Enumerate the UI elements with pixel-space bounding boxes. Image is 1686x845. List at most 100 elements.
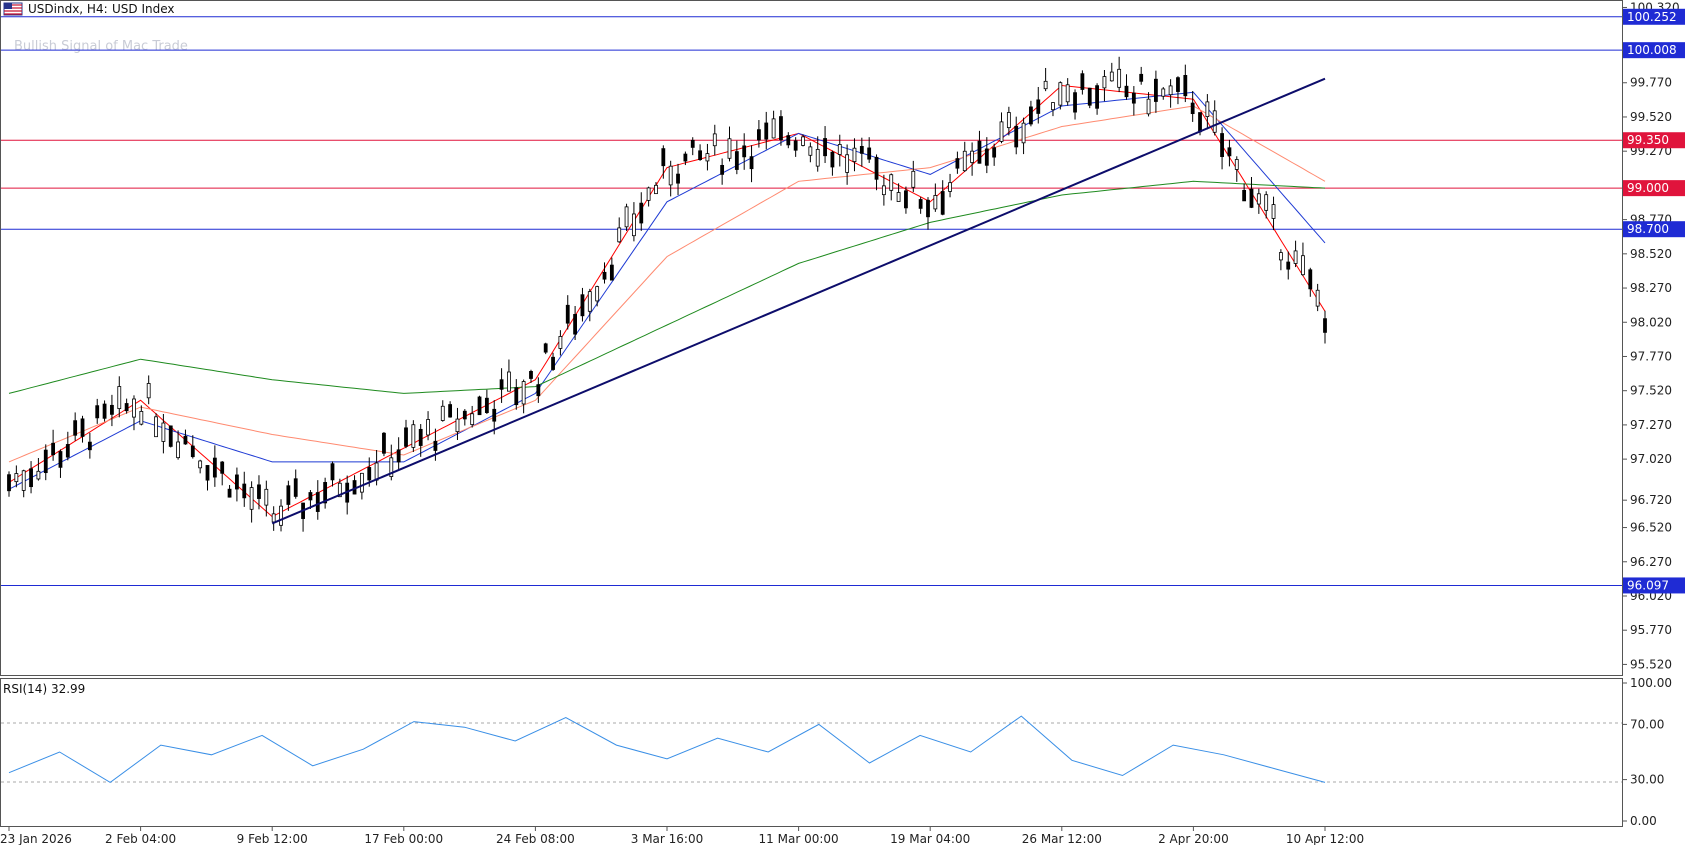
candle-body <box>1278 252 1283 261</box>
candle <box>1154 70 1158 113</box>
candle <box>1021 117 1026 155</box>
candle-body <box>198 460 203 469</box>
candle-body <box>977 140 982 164</box>
candle-body <box>190 445 195 458</box>
rsi-tick-label: 30.00 <box>1630 773 1664 787</box>
candle-body <box>293 478 298 497</box>
candle <box>323 477 328 509</box>
candle <box>617 217 622 243</box>
candle <box>529 369 533 383</box>
candle-body <box>1124 85 1129 98</box>
candle-body <box>1146 98 1151 115</box>
candle <box>95 398 100 424</box>
candle-body <box>176 441 180 459</box>
candle <box>624 203 629 231</box>
candle <box>1095 83 1099 115</box>
candle <box>1043 67 1048 92</box>
flag-icon <box>3 2 23 16</box>
candle <box>764 111 769 150</box>
candle <box>1065 78 1070 106</box>
candle-body <box>315 492 320 512</box>
candle <box>558 330 563 356</box>
candle <box>742 133 747 170</box>
candle-body <box>801 136 805 146</box>
candle <box>1014 116 1019 155</box>
candle-body <box>992 147 997 158</box>
candle-body <box>587 291 592 312</box>
candle <box>830 150 835 176</box>
candle-body <box>1168 85 1173 96</box>
candle-body <box>984 148 989 166</box>
candle-body <box>551 356 555 370</box>
candle <box>1242 183 1247 202</box>
symbol-description: USD Index <box>112 2 175 16</box>
candle-body <box>830 151 835 168</box>
candle <box>1051 102 1055 117</box>
candle-body <box>87 441 92 451</box>
candle-body <box>484 397 489 414</box>
candle <box>14 465 19 488</box>
candle <box>587 288 592 322</box>
candle <box>992 143 997 166</box>
candle-body <box>1293 250 1298 264</box>
level-badges: 100.252 100.008 99.350 99.000 98.700 96.097 <box>1623 8 1685 594</box>
candle-body <box>462 410 467 420</box>
candle <box>1227 139 1232 167</box>
candle-body <box>926 199 930 218</box>
candle-body <box>499 379 504 390</box>
candle <box>154 413 158 438</box>
candle <box>183 429 188 445</box>
level-badge-label: 99.000 <box>1627 181 1669 195</box>
time-axis: 23 Jan 2026 2 Feb 04:00 9 Feb 12:00 17 Feb … <box>0 826 1364 845</box>
candle <box>507 359 511 392</box>
candle <box>168 425 173 448</box>
candle <box>102 400 107 422</box>
horizontal-levels <box>1 16 1622 586</box>
candle-body <box>1058 82 1063 106</box>
candle <box>609 257 614 281</box>
candle-body <box>536 384 541 397</box>
candle-body <box>433 440 438 451</box>
candle-body <box>690 139 695 148</box>
ma-long-line <box>8 180 1326 394</box>
candle <box>580 287 585 322</box>
ma-slow-line <box>8 105 1326 463</box>
candle-body <box>543 343 548 353</box>
candle <box>382 432 386 457</box>
candle-body <box>881 185 886 196</box>
candle-body <box>21 470 26 491</box>
candle-body <box>1131 92 1136 104</box>
candle <box>889 173 894 201</box>
candle-body <box>676 173 680 184</box>
price-tick-label: 96.520 <box>1630 521 1672 535</box>
candle-body <box>756 129 761 141</box>
candle-body <box>565 304 570 324</box>
candle-body <box>595 286 600 302</box>
candle <box>301 502 305 532</box>
candle-body <box>249 487 254 510</box>
candle <box>1131 86 1136 116</box>
candle <box>1190 91 1195 122</box>
price-tick-label: 99.520 <box>1630 110 1672 124</box>
candle <box>1029 100 1033 127</box>
candle-body <box>779 116 783 141</box>
candle <box>198 459 203 474</box>
price-tick-label: 98.270 <box>1630 281 1672 295</box>
candle-body <box>823 138 827 157</box>
candle-body <box>786 135 791 146</box>
level-badge <box>1623 577 1685 594</box>
candle-body <box>1095 85 1099 109</box>
candle <box>279 499 283 532</box>
level-badge <box>1623 42 1685 59</box>
candle <box>536 377 541 403</box>
candle <box>308 490 313 509</box>
candle-body <box>264 488 269 506</box>
chart-header: USDindx, H4: USD Index Bullish Signal of… <box>3 2 188 54</box>
rsi-tick-label: 0.00 <box>1630 814 1657 828</box>
candle-body <box>1205 101 1210 117</box>
candle <box>176 430 180 460</box>
candle <box>212 445 217 487</box>
candle-body <box>720 164 725 175</box>
time-tick-label: 3 Mar 16:00 <box>631 832 704 845</box>
